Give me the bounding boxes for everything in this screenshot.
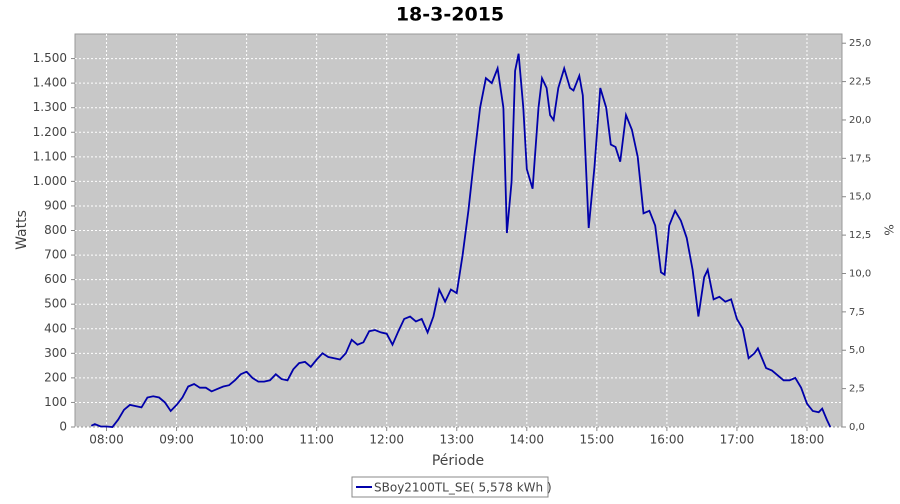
x-tick-label: 11:00	[299, 433, 334, 447]
y2-tick-label: 2,5	[849, 384, 865, 395]
y2-tick-label: 5,0	[849, 345, 865, 356]
x-tick-label: 18:00	[790, 433, 825, 447]
x-axis-title: Période	[432, 453, 484, 469]
x-tick-label: 13:00	[439, 433, 474, 447]
y-tick-label: 100	[44, 395, 67, 409]
x-tick-label: 12:00	[369, 433, 404, 447]
y2-tick-label: 17,5	[849, 153, 871, 164]
y2-tick-label: 0,0	[849, 422, 865, 433]
x-tick-label: 08:00	[89, 433, 124, 447]
y2-tick-label: 7,5	[849, 307, 865, 318]
y-tick-label: 1.000	[33, 174, 67, 188]
y2-tick-label: 22,5	[849, 77, 871, 88]
y-tick-label: 300	[44, 346, 67, 360]
y2-tick-label: 10,0	[849, 268, 871, 279]
y-tick-label: 1.200	[33, 125, 67, 139]
y-tick-label: 1.100	[33, 149, 67, 163]
y-tick-label: 500	[44, 297, 67, 311]
y-tick-label: 600	[44, 272, 67, 286]
x-tick-label: 10:00	[229, 433, 264, 447]
y-tick-label: 200	[44, 370, 67, 384]
legend	[351, 476, 549, 498]
y2-axis-title: %	[882, 224, 896, 235]
chart-title: 18-3-2015	[396, 4, 504, 26]
y-tick-label: 700	[44, 248, 67, 262]
plot-area	[74, 33, 843, 428]
y2-tick-label: 15,0	[849, 192, 871, 203]
x-tick-label: 17:00	[720, 433, 755, 447]
line-series	[90, 53, 832, 428]
x-tick-label: 14:00	[509, 433, 544, 447]
y-tick-label: 1.300	[33, 100, 67, 114]
x-tick-label: 16:00	[650, 433, 685, 447]
legend-label: SBoy2100TL_SE( 5,578 kWh )	[374, 481, 552, 495]
y2-tick-label: 20,0	[849, 115, 871, 126]
y-tick-label: 1.400	[33, 76, 67, 90]
y-tick-label: 900	[44, 198, 67, 212]
y-axis-title: Watts	[14, 210, 30, 250]
y-tick-label: 400	[44, 321, 67, 335]
y2-tick-label: 25,0	[849, 38, 871, 49]
x-tick-label: 15:00	[580, 433, 615, 447]
y-tick-label: 1.500	[33, 51, 67, 65]
y2-tick-label: 12,5	[849, 230, 871, 241]
y-tick-label: 0	[59, 420, 67, 434]
y-tick-label: 800	[44, 223, 67, 237]
x-tick-label: 09:00	[159, 433, 194, 447]
